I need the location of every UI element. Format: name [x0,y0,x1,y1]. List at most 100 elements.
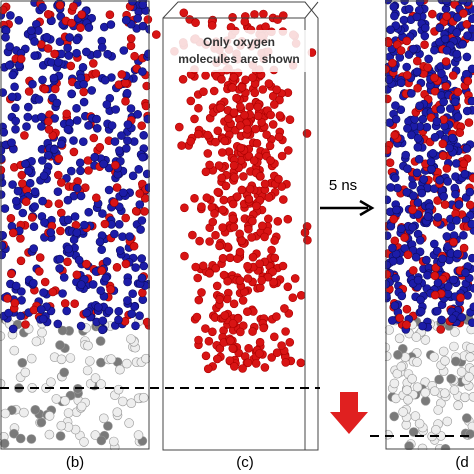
molecule [244,224,253,234]
molecule [260,179,270,189]
note-line: Only oxygen [203,35,275,49]
molecule [412,67,422,77]
molecule [65,353,76,363]
molecule [69,2,78,11]
molecule [118,396,128,407]
molecule [137,273,147,283]
molecule [255,283,265,293]
molecule [191,18,200,28]
molecule [37,112,46,122]
molecule [275,111,285,120]
molecule [449,341,459,352]
molecule [223,276,232,286]
molecule [121,97,130,106]
molecule [194,103,203,113]
molecule [412,382,423,393]
molecule [225,356,235,365]
molecule [66,61,76,71]
molecule [122,144,131,153]
molecule [229,222,239,232]
molecule [11,116,20,126]
molecule [79,87,88,97]
molecule [245,184,255,194]
molecule [463,76,473,86]
molecule [215,344,225,353]
molecule [121,15,131,25]
molecule [131,263,140,272]
molecule [229,161,239,170]
molecule [252,201,261,211]
molecule [420,31,430,41]
molecule [82,47,91,57]
molecule [212,281,222,291]
molecule [77,10,86,19]
molecule [104,306,114,316]
molecule [123,277,132,287]
molecule [11,281,21,291]
molecule [453,13,462,22]
molecule [211,230,220,240]
molecule [265,141,275,151]
molecule [137,216,147,225]
molecule [267,353,277,362]
molecule [290,274,300,283]
molecule [414,418,425,429]
molecule [16,311,25,321]
molecule [143,114,150,124]
molecule [8,228,18,238]
molecule [82,259,91,269]
molecule [78,63,88,72]
molecule [55,340,65,350]
molecule [141,353,150,364]
molecule [44,411,55,421]
molecule [448,71,458,80]
molecule [98,316,108,326]
molecule [131,206,141,216]
molecule [403,164,412,173]
molecule [11,125,20,134]
molecule [420,387,431,398]
molecule [453,249,462,259]
molecule [76,23,85,33]
molecule [255,259,265,269]
molecule [432,306,442,316]
molecule [228,12,237,22]
molecule [404,50,414,59]
molecule [128,289,137,299]
molecule [8,324,18,334]
molecule [59,367,69,378]
molecule [429,239,439,249]
molecule [107,121,117,130]
molecule [280,304,289,313]
molecule [236,143,246,153]
molecule [423,270,432,280]
molecule [427,164,436,174]
molecule [104,185,114,195]
molecule [218,223,227,232]
molecule [53,319,63,329]
molecule [442,416,453,427]
molecule [438,151,448,160]
molecule [136,225,145,234]
molecule [438,346,449,357]
molecule [195,236,204,246]
molecule [467,64,474,74]
molecule [129,241,139,251]
molecule [440,34,450,44]
molecule [237,185,247,195]
molecule [274,132,284,142]
molecule [433,405,444,415]
molecule [203,149,213,158]
molecule [16,54,26,64]
molecule [458,39,468,49]
molecule [462,144,472,153]
molecule [442,12,451,21]
molecule [20,131,29,140]
molecule [112,183,122,192]
molecule [207,21,217,30]
molecule [56,354,67,365]
molecule [55,431,66,441]
molecule [215,295,224,304]
panel-c-molecules [143,8,317,374]
